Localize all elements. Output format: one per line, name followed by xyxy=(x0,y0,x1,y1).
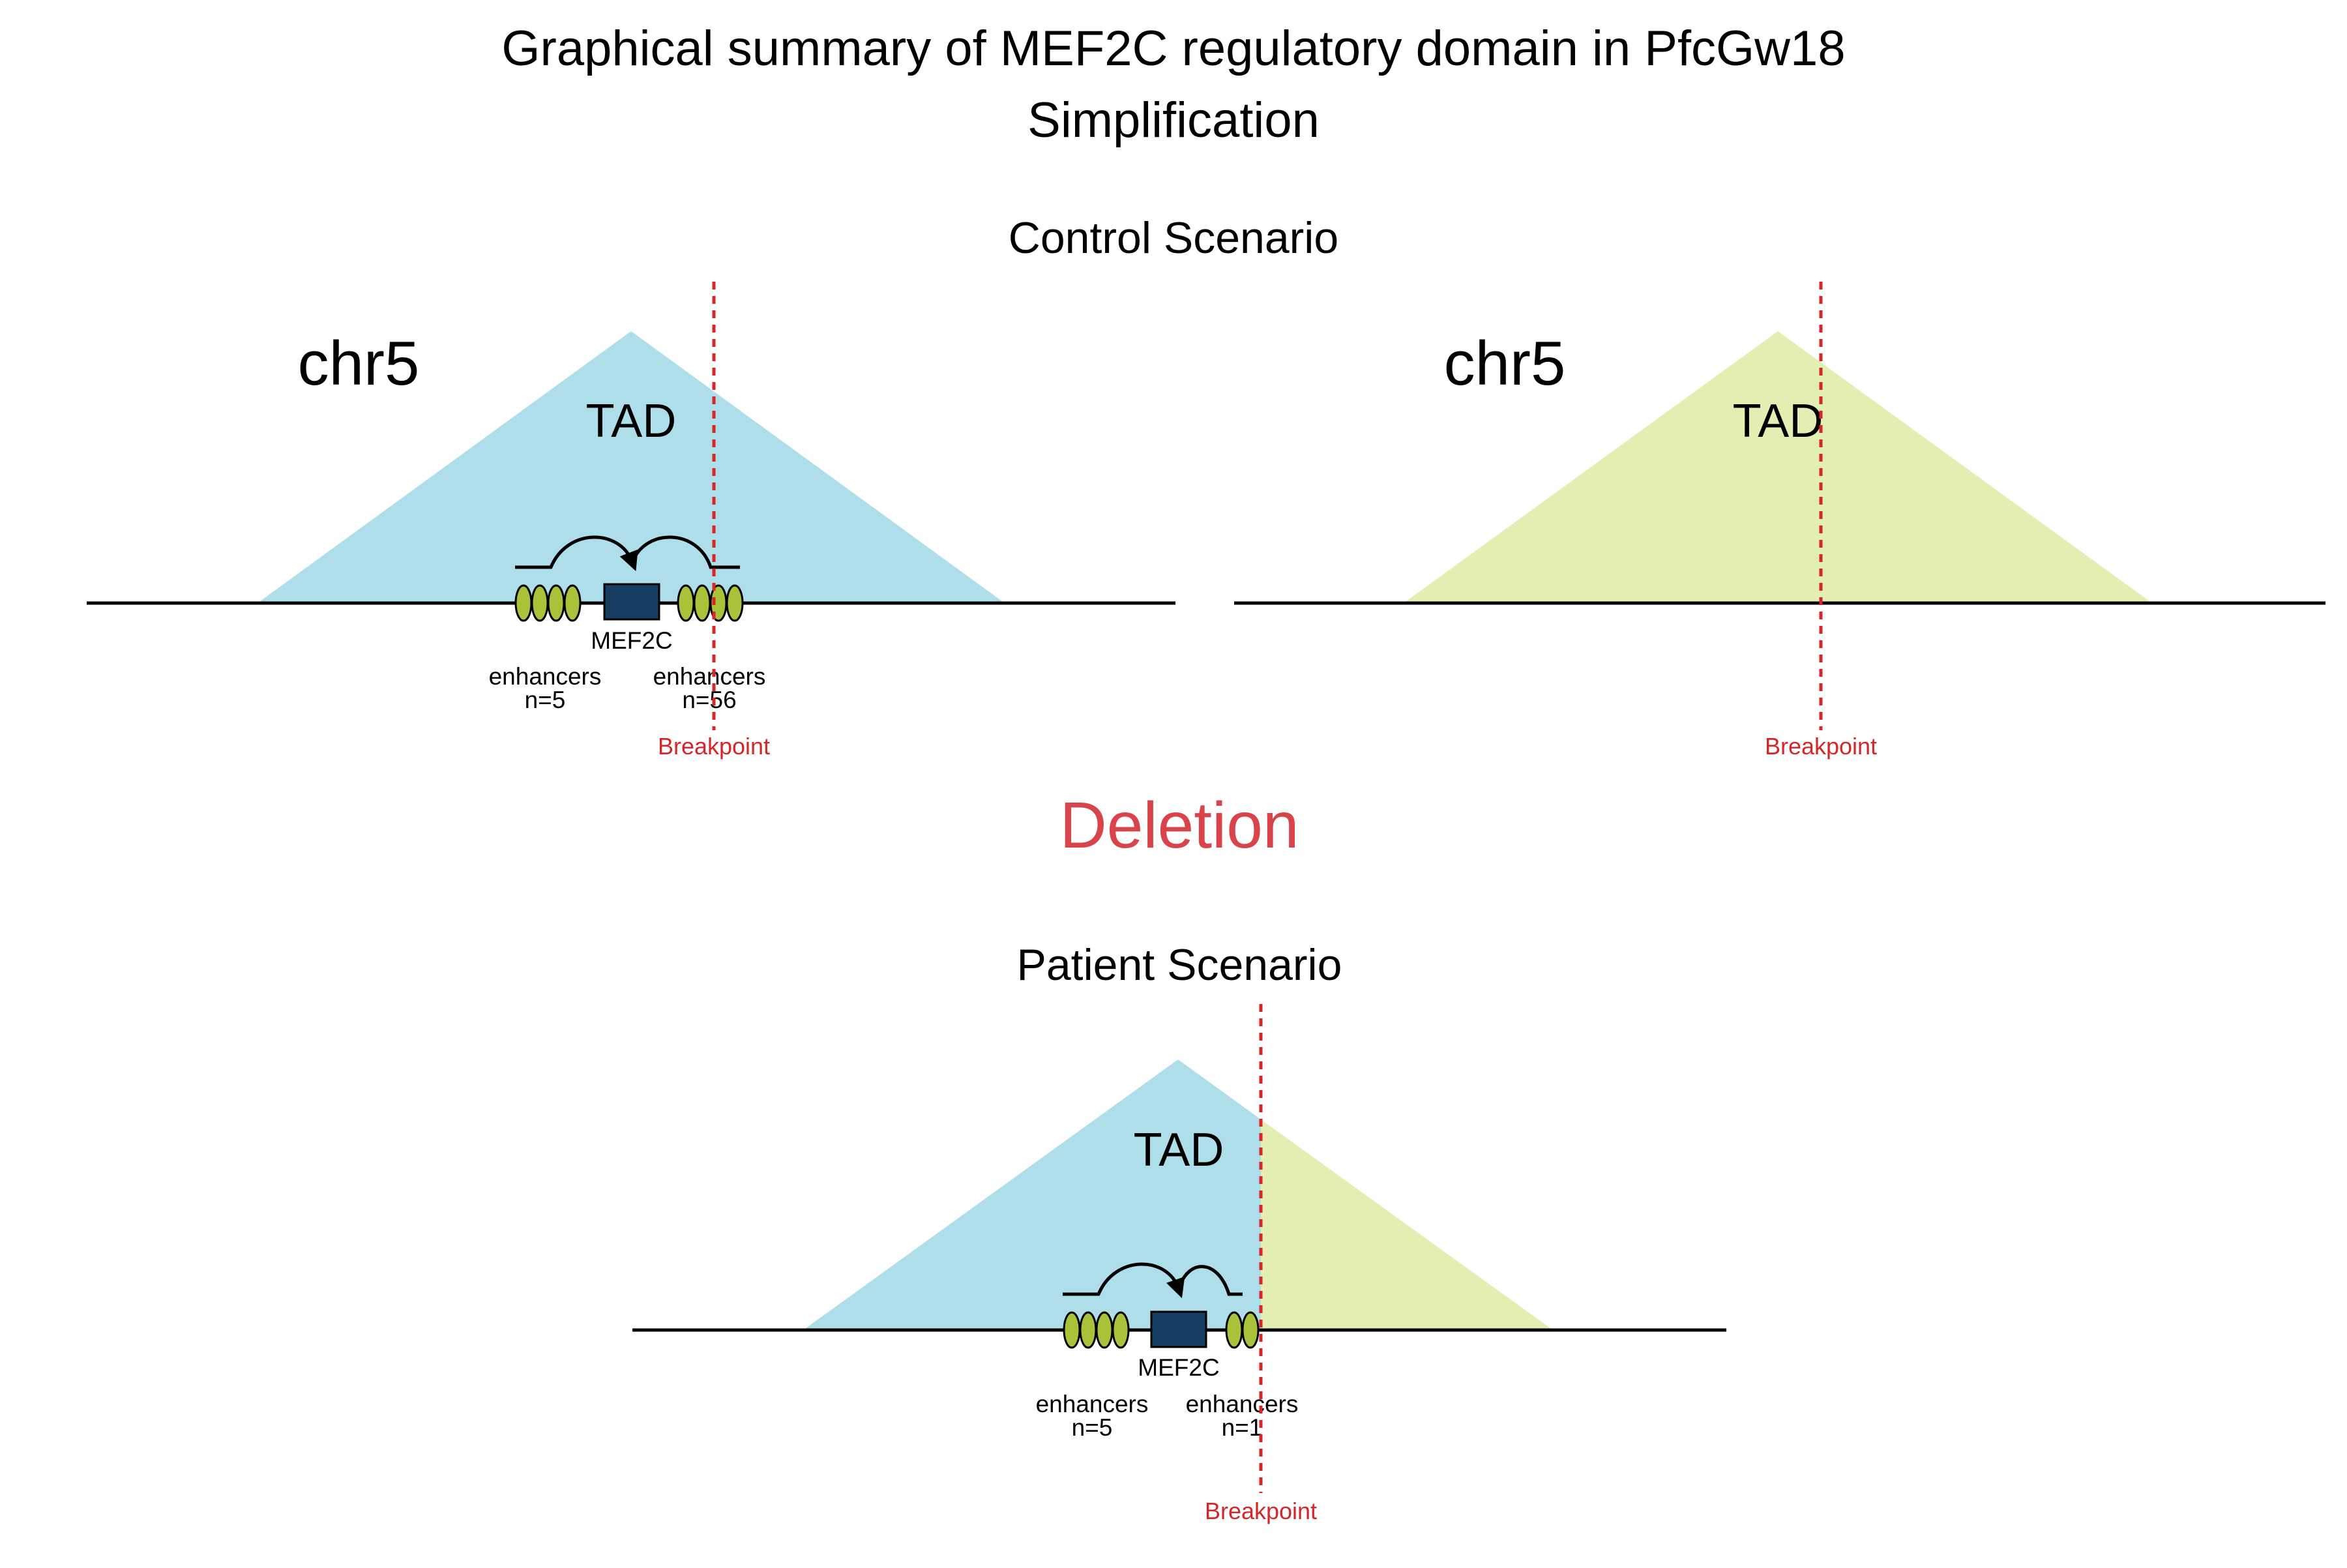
patient-breakpoint-label: Breakpoint xyxy=(1205,1498,1317,1524)
enhancer-icon xyxy=(1241,1311,1260,1349)
control-left-tad-label: TAD xyxy=(586,395,677,447)
patient-gene-label: MEF2C xyxy=(1138,1354,1219,1381)
control-left-tad xyxy=(258,331,1005,603)
control-right-tad xyxy=(1404,331,2152,603)
enhancer-icon xyxy=(1063,1311,1081,1349)
control-left-gene-box xyxy=(603,583,660,621)
enhancer-icon xyxy=(726,584,744,622)
control-left-panel: chr5 TAD MEF2C enhancers n=5 enhancers n… xyxy=(87,282,1175,760)
enhancer-icon xyxy=(1079,1311,1097,1349)
title-line2: Simplification xyxy=(1027,93,1320,148)
control-left-enhancers-left xyxy=(514,584,582,622)
event-label: Deletion xyxy=(1060,789,1299,862)
enhancer-icon xyxy=(693,584,711,622)
control-heading: Control Scenario xyxy=(1009,213,1338,263)
patient-enhancers-right-count: n=1 xyxy=(1222,1414,1263,1441)
patient-enhancers-left-count: n=5 xyxy=(1072,1414,1113,1441)
enhancer-icon xyxy=(531,584,549,622)
control-left-chrom-label: chr5 xyxy=(298,329,420,398)
patient-tad-blue xyxy=(803,1059,1261,1330)
control-left-enhancers-right-label: enhancers xyxy=(653,663,766,690)
control-left-enhancers-right-count: n=56 xyxy=(682,687,736,713)
control-right-breakpoint-label: Breakpoint xyxy=(1765,733,1877,760)
enhancer-icon xyxy=(514,584,533,622)
patient-regulation-arrow-left xyxy=(1063,1262,1185,1299)
control-left-enhancers-left-label: enhancers xyxy=(489,663,602,690)
enhancer-icon xyxy=(1112,1311,1130,1349)
enhancer-icon xyxy=(563,584,582,622)
enhancer-icon xyxy=(677,584,695,622)
control-left-gene-label: MEF2C xyxy=(591,627,672,654)
patient-enhancers-left xyxy=(1063,1311,1130,1349)
control-left-breakpoint-label: Breakpoint xyxy=(658,733,770,760)
enhancer-icon xyxy=(1225,1311,1243,1349)
control-left-regulation-arrow-left xyxy=(515,535,638,571)
control-right-chrom-label: chr5 xyxy=(1444,329,1566,398)
patient-regulation-arrow-right xyxy=(1177,1265,1243,1296)
enhancer-icon xyxy=(1095,1311,1114,1349)
control-right-panel: chr5 TAD Breakpoint xyxy=(1234,282,2325,760)
title-line1: Graphical summary of MEF2C regulatory do… xyxy=(501,21,1845,76)
patient-enhancers-right-label: enhancers xyxy=(1186,1391,1299,1417)
patient-gene-box xyxy=(1150,1310,1207,1348)
patient-heading: Patient Scenario xyxy=(1017,940,1342,990)
patient-panel: TAD MEF2C enhancers n=5 enhancers n=1 Br… xyxy=(632,1004,1726,1524)
patient-enhancers-left-label: enhancers xyxy=(1036,1391,1149,1417)
control-right-tad-label: TAD xyxy=(1733,395,1823,447)
patient-tad-label: TAD xyxy=(1134,1124,1224,1176)
patient-tad-green xyxy=(1261,1119,1553,1330)
control-left-regulation-arrow-right xyxy=(630,535,740,569)
control-left-enhancers-left-count: n=5 xyxy=(525,687,566,713)
patient-enhancers-right xyxy=(1225,1311,1260,1349)
enhancer-icon xyxy=(547,584,565,622)
